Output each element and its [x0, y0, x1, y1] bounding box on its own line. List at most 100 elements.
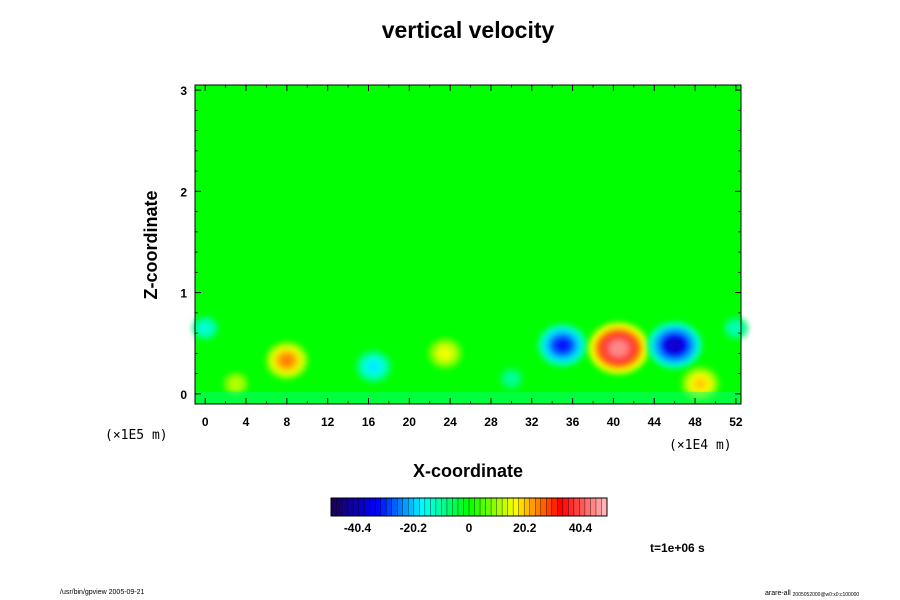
colorbar-cells [330, 498, 608, 516]
colorbar-cell [463, 498, 470, 516]
colorbar-cell [562, 498, 569, 516]
colorbar-cell [485, 498, 492, 516]
velocity-contour [554, 338, 571, 353]
velocity-cell [500, 368, 523, 390]
colorbar-cell [353, 498, 359, 516]
bottom-boundary-band [196, 391, 740, 403]
velocity-contour [665, 337, 684, 354]
colorbar-cell [358, 498, 365, 516]
colorbar-cell [408, 498, 415, 516]
colorbar-cell [424, 498, 431, 516]
x-tick-label: 4 [243, 415, 250, 429]
colorbar-cell [402, 498, 409, 516]
x-tick-label: 16 [362, 415, 376, 429]
y-tick-label: 3 [180, 84, 187, 98]
y-axis-label: Z-coordinate [141, 190, 161, 299]
x-tick-label: 12 [321, 415, 335, 429]
velocity-cell [355, 350, 392, 383]
y-tick-label: 1 [180, 287, 187, 301]
x-tick-label: 52 [729, 415, 743, 429]
x-tick-label: 0 [202, 415, 209, 429]
colorbar-cell [457, 498, 464, 516]
velocity-contour [199, 322, 211, 334]
velocity-contour [230, 378, 242, 389]
x-tick-label: 20 [403, 415, 417, 429]
velocity-contour [693, 377, 707, 390]
colorbar-cell [579, 498, 586, 516]
x-tick-label: 36 [566, 415, 580, 429]
colorbar-cell [507, 498, 514, 516]
colorbar-cell [480, 498, 486, 516]
colorbar-cell [540, 498, 547, 516]
colorbar-cell [513, 498, 519, 516]
velocity-cell [588, 322, 649, 375]
velocity-cell [538, 324, 587, 367]
colorbar-ticks: -40.4 -20.2 0 20.2 40.4 [344, 521, 593, 535]
footer-left: /usr/bin/gpview 2005-09-21 [60, 589, 145, 596]
colorbar-cell [336, 498, 343, 516]
x-tick-label: 8 [284, 415, 291, 429]
x-unit-label: (×1E4 m) [669, 438, 732, 453]
velocity-contour [608, 339, 629, 358]
colorbar-cell [502, 498, 508, 516]
colorbar-cell [331, 498, 337, 516]
colorbar-cell [441, 498, 448, 516]
velocity-contour [367, 360, 380, 373]
colorbar-cell [435, 498, 442, 516]
colorbar-cell [584, 498, 591, 516]
x-tick-label: 40 [607, 415, 621, 429]
footer-right-sub: 2005052000@w0:x0:c100000 [793, 592, 860, 598]
colorbar-tick-label: -40.4 [344, 521, 372, 535]
colorbar-cell [369, 498, 376, 516]
velocity-field [192, 316, 748, 403]
x-tick-label: 32 [525, 415, 539, 429]
colorbar-cell [595, 498, 602, 516]
colorbar-cell [413, 498, 420, 516]
velocity-contour [730, 323, 742, 333]
colorbar-cell [430, 498, 437, 516]
colorbar-cell [446, 498, 453, 516]
colorbar-cell [546, 498, 553, 516]
colorbar-cell [518, 498, 525, 516]
x-tick-label: 48 [688, 415, 702, 429]
time-label: t=1e+06 s [650, 541, 705, 555]
y-tick-label: 2 [180, 185, 187, 199]
y-tick-label: 0 [180, 388, 187, 402]
velocity-cell [223, 372, 248, 395]
colorbar-cell [535, 498, 542, 516]
colorbar-cell [529, 498, 536, 516]
plot-frame [194, 84, 742, 405]
footer-right-main: arare-all [765, 590, 791, 597]
colorbar-cell [386, 498, 393, 516]
colorbar-cell [496, 498, 503, 516]
x-tick-label: 28 [484, 415, 498, 429]
velocity-contour [506, 374, 517, 384]
colorbar-cell [452, 498, 459, 516]
colorbar-cell [474, 498, 481, 516]
x-tick-label: 24 [443, 415, 457, 429]
colorbar-tick-label: 20.2 [513, 521, 537, 535]
colorbar-cell [551, 498, 558, 516]
x-tick-label: 44 [648, 415, 662, 429]
velocity-contour [279, 354, 295, 367]
colorbar-cell [568, 498, 575, 516]
colorbar-cell [364, 498, 370, 516]
colorbar-cell [375, 498, 381, 516]
colorbar-cell [397, 498, 404, 516]
colorbar-cell [419, 498, 426, 516]
velocity-cell [723, 316, 748, 340]
colorbar-tick-label: -20.2 [400, 521, 428, 535]
x-axis-ticks: 0 4 8 12 16 20 24 28 32 36 40 44 48 52 [202, 85, 743, 429]
footer-right: arare-all 2005052000@w0:x0:c100000 [765, 590, 859, 598]
colorbar-tick-label: 40.4 [569, 521, 593, 535]
colorbar-cell [391, 498, 398, 516]
colorbar-cell [347, 498, 354, 516]
y-axis-ticks: 0 1 2 3 [180, 84, 741, 402]
colorbar-cell [469, 498, 475, 516]
colorbar-frame [330, 497, 608, 517]
colorbar-tick-label: 0 [466, 521, 473, 535]
colorbar-cell [573, 498, 580, 516]
velocity-cell [265, 341, 309, 380]
colorbar-cell [557, 498, 564, 516]
